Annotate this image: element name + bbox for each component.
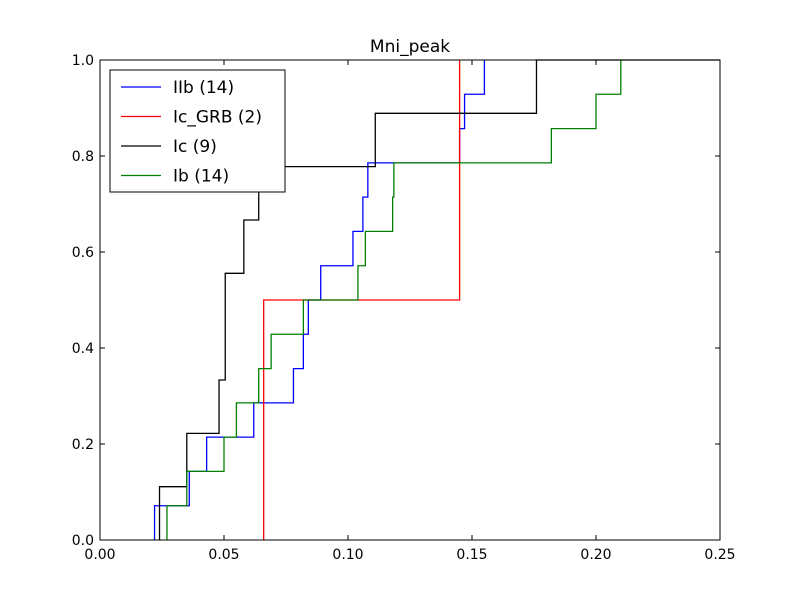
y-tick-label: 0.4 bbox=[72, 341, 94, 357]
legend-entries: IIb (14) Ic_GRB (2) Ic (9) Ib (14) bbox=[121, 78, 262, 187]
x-tick-label: 0.20 bbox=[580, 547, 611, 563]
series-line-1 bbox=[263, 60, 461, 540]
x-tick-label: 0.00 bbox=[84, 547, 115, 563]
legend-label-3: Ib (14) bbox=[173, 167, 229, 187]
x-tick-label: 0.15 bbox=[456, 547, 487, 563]
legend: IIb (14) Ic_GRB (2) Ic (9) Ib (14) bbox=[109, 69, 286, 193]
legend-label-0: IIb (14) bbox=[173, 78, 234, 98]
y-tick-label: 0.0 bbox=[72, 533, 94, 549]
y-tick-label: 0.2 bbox=[72, 437, 94, 453]
y-tick-label: 0.8 bbox=[72, 149, 94, 165]
series-line-2 bbox=[158, 59, 720, 540]
x-tick-label: 0.25 bbox=[704, 547, 735, 563]
series-line-3 bbox=[166, 60, 622, 540]
legend-box bbox=[109, 69, 286, 193]
plot-frame bbox=[99, 59, 721, 541]
x-tick-label: 0.05 bbox=[208, 547, 239, 563]
x-tick-label: 0.10 bbox=[332, 547, 363, 563]
chart-title: Mni_peak bbox=[370, 37, 450, 57]
series-layer bbox=[153, 59, 720, 540]
legend-label-2: Ic (9) bbox=[173, 137, 217, 157]
y-tick-label: 1.0 bbox=[72, 53, 94, 69]
ticks-layer: 0.00 0.05 0.10 0.15 0.20 0.25 0.0 0.2 0.4 0.6 0.8 1… bbox=[72, 53, 736, 563]
legend-label-1: Ic_GRB (2) bbox=[173, 108, 262, 128]
y-tick-label: 0.6 bbox=[72, 245, 94, 261]
